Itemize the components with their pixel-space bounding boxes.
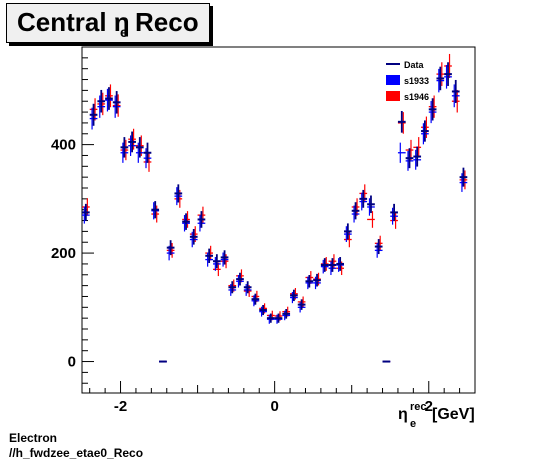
x-axis-label-superscript: rec xyxy=(410,401,427,413)
legend-marker-s1933 xyxy=(386,75,400,85)
legend-label-s1946: s1946 xyxy=(404,92,429,102)
y-tick-label: 200 xyxy=(51,245,76,262)
chart-title-rest: Reco xyxy=(135,7,199,37)
x-tick-label: 0 xyxy=(270,398,278,415)
chart-title-box: Central η e Reco xyxy=(6,3,210,43)
x-axis-label: η xyxy=(398,406,408,423)
chart-title-subscript: e xyxy=(120,24,128,40)
chart-title: Central η xyxy=(17,7,130,37)
y-tick-label: 400 xyxy=(51,137,76,154)
series-s1933 xyxy=(82,65,468,363)
legend-label-s1933: s1933 xyxy=(404,76,429,86)
footer-label: Electron xyxy=(9,431,58,445)
plot-frame xyxy=(81,46,476,394)
series-data xyxy=(82,62,468,363)
y-tick-label: 0 xyxy=(68,354,76,371)
x-axis-label-subscript: e xyxy=(410,418,416,430)
footer-path: //h_fwdzee_etae0_Reco xyxy=(9,446,144,460)
x-axis-unit: [GeV] xyxy=(432,406,475,423)
x-tick-label: 2 xyxy=(425,398,433,415)
x-tick-label: -2 xyxy=(114,398,127,415)
legend-label-data: Data xyxy=(404,60,425,70)
legend-marker-s1946 xyxy=(386,91,400,101)
